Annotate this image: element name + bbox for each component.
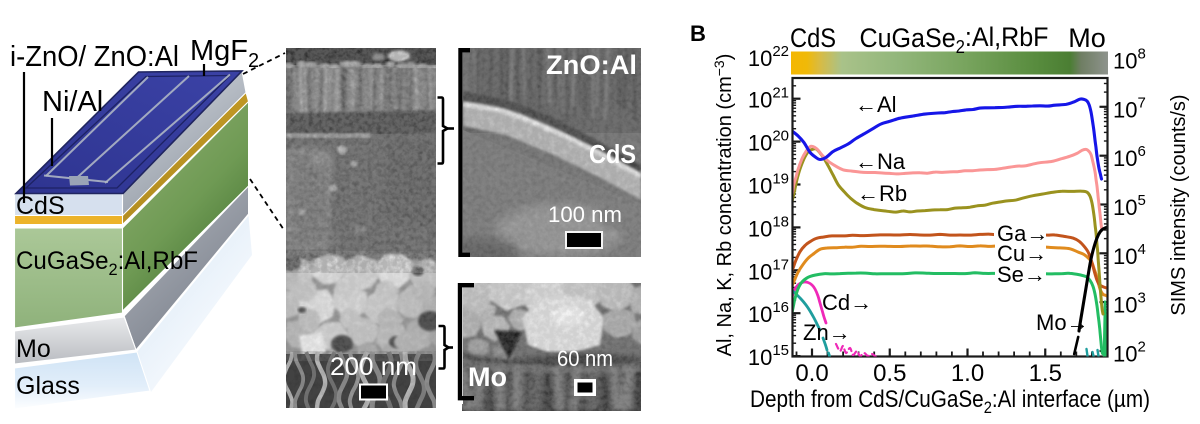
svg-text:Mo→: Mo→ (1036, 310, 1089, 335)
svg-text:1017: 1017 (748, 256, 789, 284)
svg-text:Depth from CdS/CuGaSe2:Al inte: Depth from CdS/CuGaSe2:Al interface (µm) (750, 386, 1150, 417)
svg-text:SIMS intensity (counts/s): SIMS intensity (counts/s) (1168, 94, 1190, 315)
svg-text:MgF2: MgF2 (190, 35, 259, 72)
svg-text:←Rb: ←Rb (857, 181, 907, 206)
svg-text:←Na: ←Na (855, 149, 906, 174)
svg-text:100 nm: 100 nm (548, 202, 622, 227)
svg-text:1022: 1022 (748, 43, 789, 71)
svg-text:←Al: ←Al (855, 92, 897, 117)
svg-text:CdS: CdS (16, 192, 65, 220)
svg-text:Mo: Mo (468, 362, 507, 392)
svg-text:Cd→: Cd→ (822, 290, 872, 315)
svg-text:60 nm: 60 nm (557, 346, 613, 371)
svg-text:ZnO:Al: ZnO:Al (546, 50, 637, 80)
svg-text:Mo: Mo (1068, 23, 1106, 53)
svg-text:CuGaSe2:Al,RbF: CuGaSe2:Al,RbF (16, 247, 198, 279)
svg-text:1.5: 1.5 (1029, 360, 1062, 387)
svg-text:CdS: CdS (790, 23, 836, 53)
svg-text:1016: 1016 (748, 299, 789, 327)
svg-text:Ga→: Ga→ (997, 221, 1048, 246)
svg-text:200 nm: 200 nm (330, 353, 417, 381)
svg-text:B: B (690, 21, 706, 46)
svg-text:1.0: 1.0 (951, 360, 984, 387)
svg-text:102: 102 (1113, 339, 1146, 367)
svg-text:Mo: Mo (16, 335, 51, 363)
svg-text:Cu→: Cu→ (997, 241, 1047, 266)
svg-text:1018: 1018 (748, 213, 789, 241)
svg-text:Zn→: Zn→ (803, 320, 851, 345)
svg-text:i-ZnO/ ZnO:Al: i-ZnO/ ZnO:Al (10, 41, 179, 73)
svg-text:Glass: Glass (16, 372, 80, 400)
svg-text:CuGaSe2:Al,RbF: CuGaSe2:Al,RbF (860, 22, 1049, 57)
svg-text:0.0: 0.0 (795, 360, 828, 387)
svg-text:CdS: CdS (589, 139, 636, 169)
svg-text:Al, Na, K, Rb concentration (c: Al, Na, K, Rb concentration (cm−3) (711, 54, 736, 357)
svg-text:Se→: Se→ (997, 262, 1046, 287)
svg-text:Ni/Al: Ni/Al (42, 86, 103, 118)
svg-text:0.5: 0.5 (873, 360, 906, 387)
